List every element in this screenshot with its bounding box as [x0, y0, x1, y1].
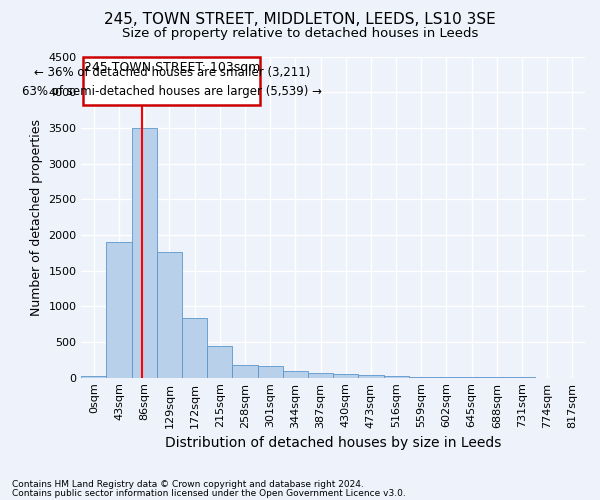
Text: ← 36% of detached houses are smaller (3,211): ← 36% of detached houses are smaller (3,… — [34, 66, 310, 79]
Bar — [157, 252, 182, 378]
Y-axis label: Number of detached properties: Number of detached properties — [30, 118, 43, 316]
Bar — [283, 372, 308, 378]
Text: Size of property relative to detached houses in Leeds: Size of property relative to detached ho… — [122, 28, 478, 40]
Bar — [207, 346, 232, 378]
Bar — [182, 318, 207, 378]
X-axis label: Distribution of detached houses by size in Leeds: Distribution of detached houses by size … — [165, 436, 502, 450]
Bar — [232, 365, 257, 378]
Bar — [434, 377, 459, 378]
Bar — [106, 242, 131, 378]
Text: Contains HM Land Registry data © Crown copyright and database right 2024.: Contains HM Land Registry data © Crown c… — [12, 480, 364, 489]
Text: 245 TOWN STREET: 103sqm: 245 TOWN STREET: 103sqm — [84, 61, 260, 74]
Text: Contains public sector information licensed under the Open Government Licence v3: Contains public sector information licen… — [12, 488, 406, 498]
Bar — [257, 366, 283, 378]
Bar — [83, 56, 260, 105]
Text: 63% of semi-detached houses are larger (5,539) →: 63% of semi-detached houses are larger (… — [22, 85, 322, 98]
Bar — [333, 374, 358, 378]
Bar — [409, 377, 434, 378]
Bar — [383, 376, 409, 378]
Bar — [82, 376, 106, 378]
Bar — [358, 375, 383, 378]
Bar — [131, 128, 157, 378]
Text: 245, TOWN STREET, MIDDLETON, LEEDS, LS10 3SE: 245, TOWN STREET, MIDDLETON, LEEDS, LS10… — [104, 12, 496, 28]
Bar — [308, 372, 333, 378]
